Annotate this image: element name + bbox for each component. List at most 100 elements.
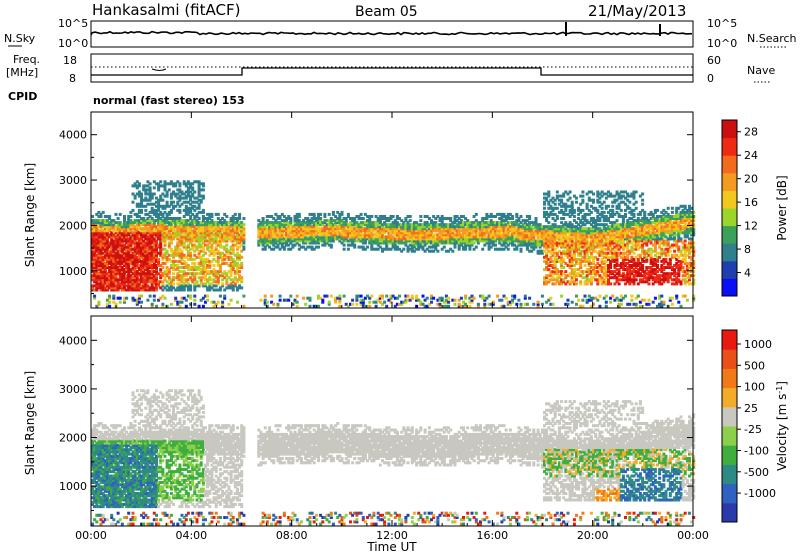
power-cell (349, 231, 352, 235)
power-cell (225, 215, 229, 218)
power-cell (417, 225, 421, 229)
power-cell (327, 212, 331, 216)
power-cell (438, 229, 442, 233)
power-cell (366, 294, 369, 298)
power-cell (265, 219, 269, 223)
power-cell (131, 255, 135, 259)
power-cell (274, 229, 278, 233)
power-cell (152, 280, 156, 284)
power-cell (236, 257, 239, 261)
power-cell (276, 245, 280, 249)
power-cell (293, 237, 297, 241)
power-cell (114, 243, 118, 247)
power-cell (178, 274, 182, 278)
power-cell (278, 217, 282, 220)
power-cell (146, 261, 150, 265)
power-cell (210, 237, 214, 241)
power-cell (133, 253, 137, 257)
power-cell (216, 225, 220, 229)
power-cell (395, 229, 399, 233)
power-cell (197, 227, 201, 231)
power-cell (274, 221, 278, 225)
power-cell (103, 231, 107, 235)
power-cell (152, 282, 156, 286)
power-cell (236, 219, 239, 223)
power-cell (395, 241, 399, 245)
power-cell (120, 251, 124, 255)
power-cell (180, 192, 184, 196)
power-cell (363, 296, 367, 300)
power-cell (148, 227, 152, 231)
power-cell (400, 229, 404, 233)
power-cell (199, 255, 203, 259)
power-cell (118, 243, 122, 247)
power-cell (304, 227, 308, 231)
power-cell (519, 247, 523, 251)
power-cell (174, 204, 178, 208)
power-cell (174, 298, 178, 302)
power-cell (193, 276, 197, 280)
power-cell (97, 261, 101, 265)
power-cell (434, 237, 438, 241)
power-cell (195, 196, 199, 200)
power-cell (359, 223, 363, 227)
power-cell (206, 247, 210, 251)
power-cell (201, 233, 205, 237)
power-cell (201, 221, 205, 225)
power-cell (137, 190, 141, 194)
power-cell (436, 302, 440, 306)
power-cell (325, 227, 329, 231)
power-cell (287, 227, 291, 231)
power-cell (417, 229, 421, 233)
power-cell (278, 247, 282, 251)
power-cell (236, 266, 239, 269)
power-cell (95, 241, 99, 245)
power-cell (110, 221, 114, 225)
power-cell (123, 268, 126, 272)
power-cell (174, 235, 178, 239)
power-cell (103, 249, 107, 253)
power-cell (133, 264, 137, 267)
power-cell (204, 221, 207, 225)
power-cell (199, 276, 203, 280)
power-cell (125, 227, 129, 231)
power-cell (133, 182, 137, 186)
power-cell (385, 217, 389, 220)
power-cell (116, 221, 120, 225)
power-cell (114, 247, 118, 251)
power-cell (208, 264, 212, 267)
power-cell (186, 286, 190, 290)
power-cell (123, 227, 126, 231)
power-cell (186, 186, 190, 190)
power-cell (229, 286, 233, 290)
power-cell (93, 255, 97, 259)
power-cell (295, 223, 299, 227)
power-cell (150, 219, 154, 223)
power-cell (402, 225, 406, 229)
power-cell (575, 294, 578, 298)
power-cell (400, 219, 404, 223)
power-cell (295, 304, 299, 308)
power-cell (150, 206, 154, 210)
power-cell (178, 217, 182, 220)
power-cell (142, 233, 146, 237)
power-cell (218, 288, 222, 292)
power-cell (417, 247, 421, 251)
power-cell (146, 278, 150, 282)
power-cell (238, 221, 242, 225)
power-cell (304, 241, 308, 245)
power-cell (340, 235, 344, 239)
power-cell (346, 235, 350, 239)
power-cell (432, 237, 436, 241)
power-cell (150, 272, 154, 276)
power-cell (199, 233, 203, 237)
power-cell (391, 229, 395, 233)
power-cell (148, 266, 152, 269)
power-cell (91, 215, 94, 218)
power-cell (302, 229, 306, 233)
power-cell (274, 235, 278, 239)
power-cell (314, 241, 318, 245)
power-cell (225, 225, 229, 229)
power-cell (421, 225, 425, 229)
power-cell (112, 227, 116, 231)
